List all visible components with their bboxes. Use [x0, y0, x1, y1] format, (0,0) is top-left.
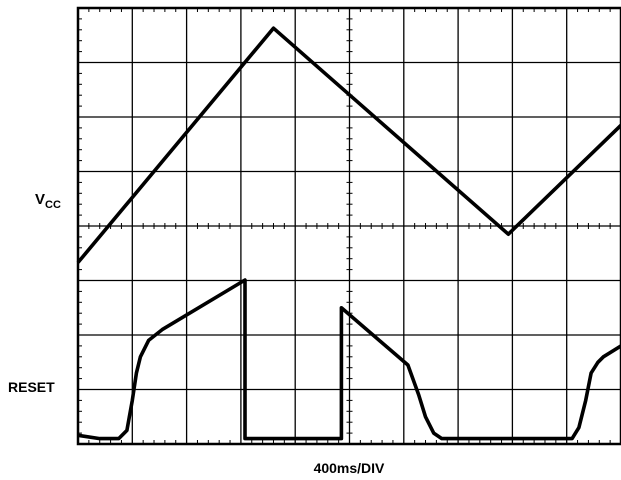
vcc-label-main: V [35, 191, 45, 208]
grid [78, 8, 621, 444]
reset-trace-label: RESET [8, 379, 55, 395]
vcc-label-sub: CC [45, 199, 61, 211]
x-axis-scale-label: 400ms/DIV [314, 460, 385, 476]
plot-frame [76, 6, 621, 446]
vcc-trace-label: VCC [35, 191, 61, 211]
reset-trace [77, 278, 621, 441]
vcc-trace [76, 26, 621, 264]
traces [76, 26, 621, 441]
